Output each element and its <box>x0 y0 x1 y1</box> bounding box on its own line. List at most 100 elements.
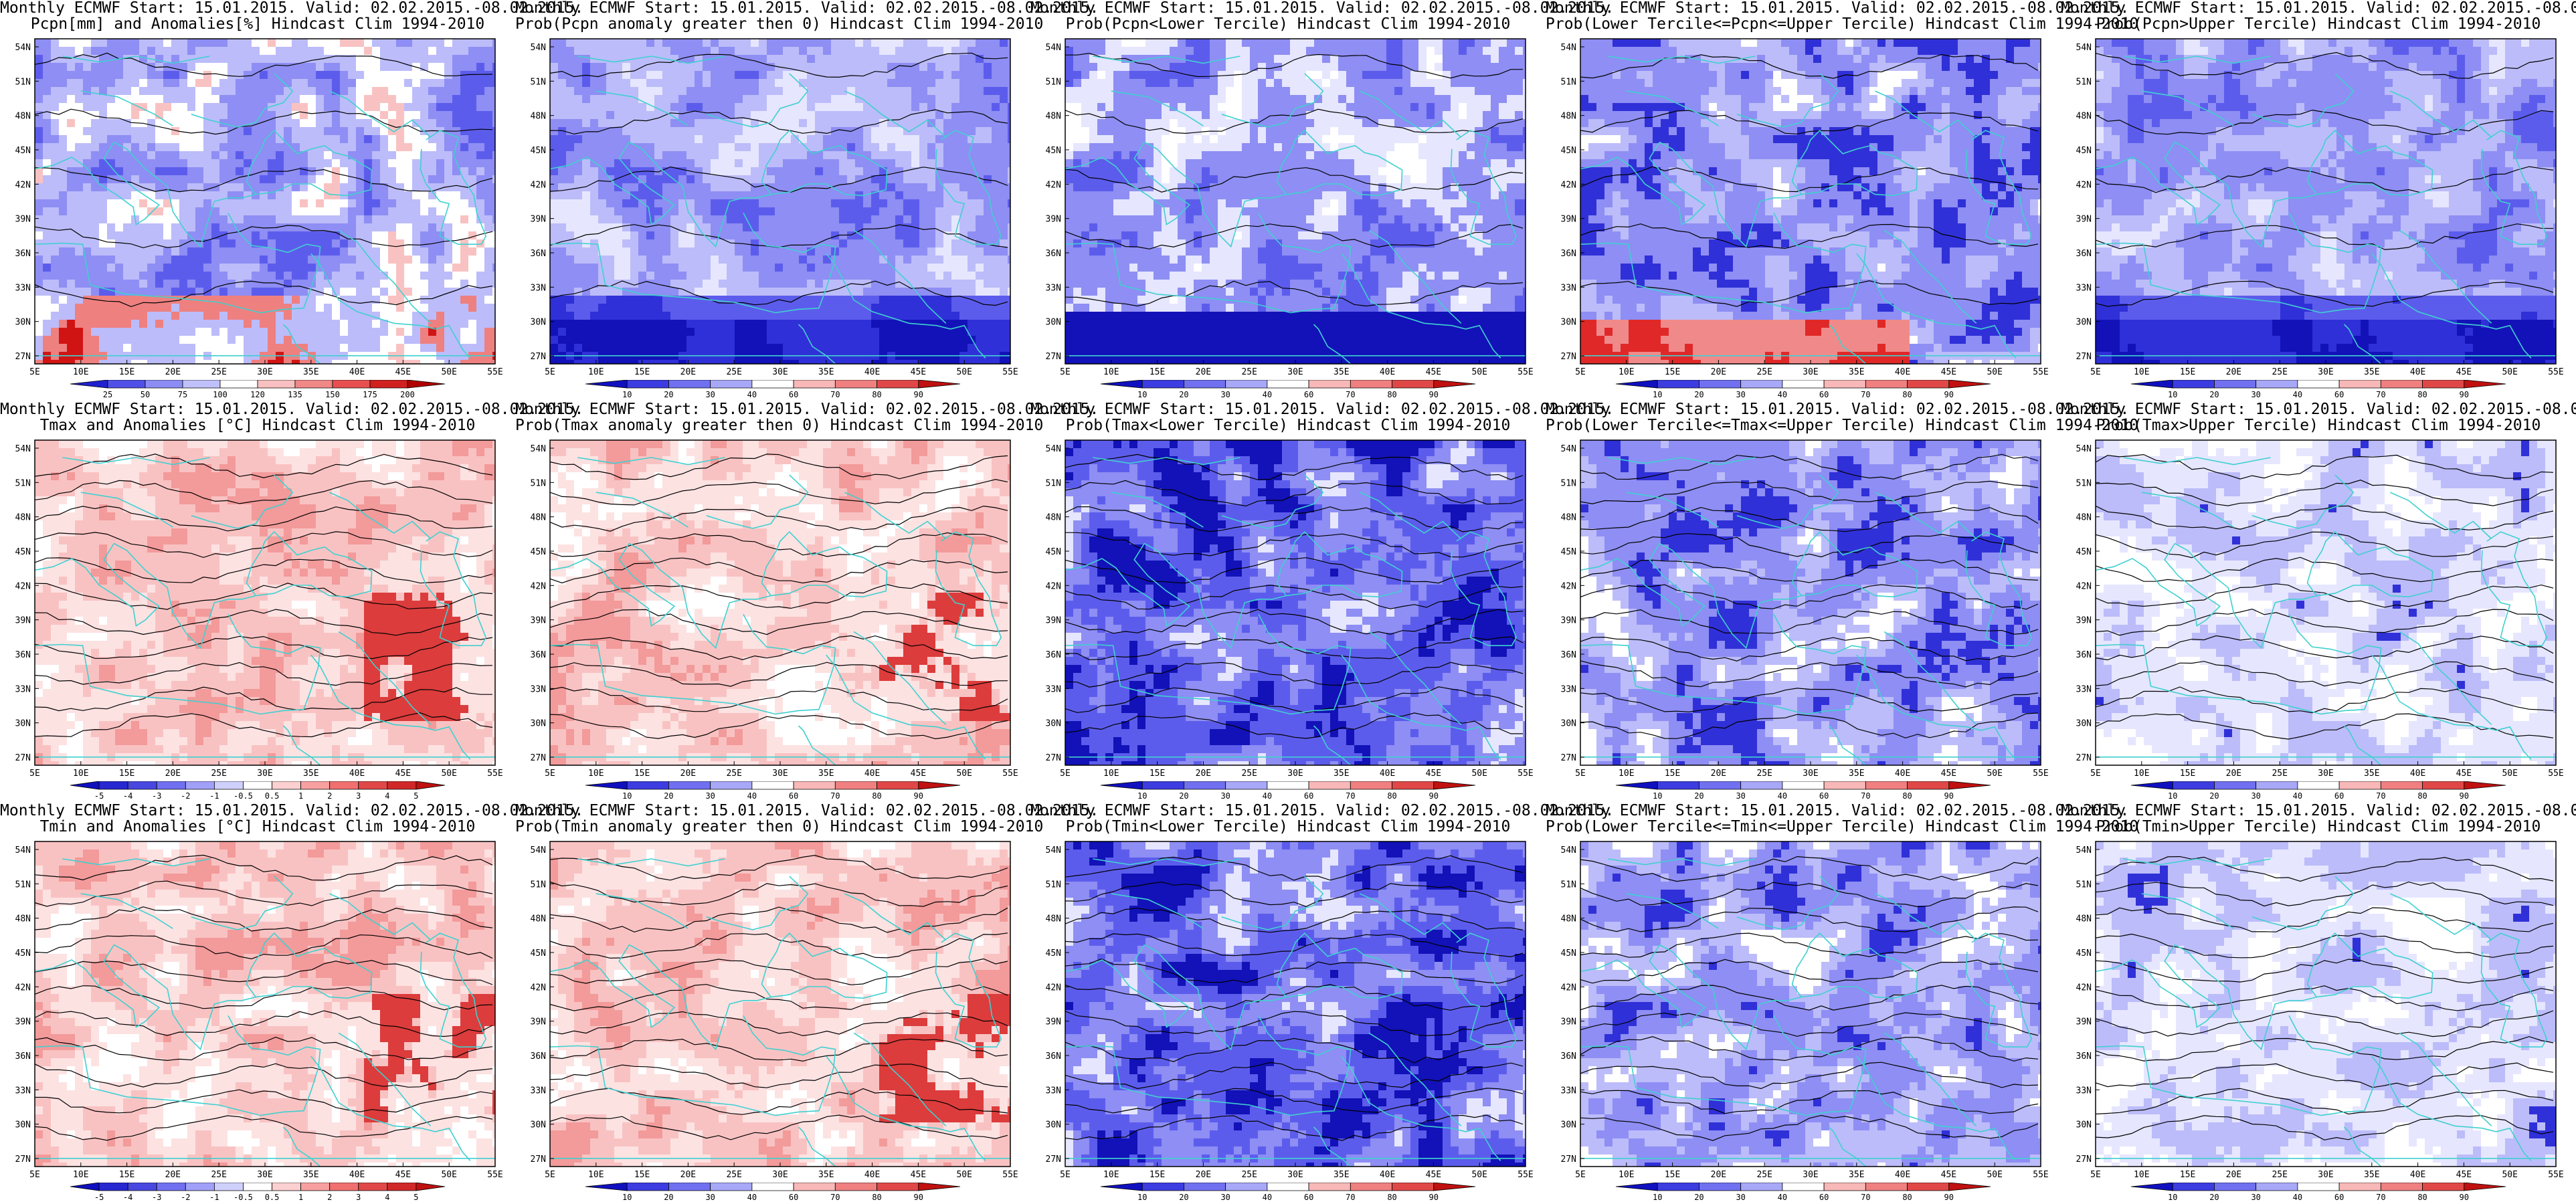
forecast-map-panel: Monthly ECMWF Start: 15.01.2015. Valid: … <box>1546 0 2138 401</box>
lat-tick-label: 45N <box>1561 146 1576 156</box>
lon-tick-label: 40E <box>2410 769 2425 779</box>
colorbar-swatch <box>2214 380 2257 389</box>
panel-title-line2: Prob(Tmax<Lower Tercile) Hindcast Clim 1… <box>1030 417 1546 433</box>
colorbar-tick-label: 40 <box>2293 1193 2302 1202</box>
lat-tick-label: 33N <box>1561 1086 1576 1096</box>
map-plot: 54N 51N 48N 45N 42N 39N 36N 33N 30N 27N 5E 10E 15E 20… <box>2076 439 2564 779</box>
lon-tick-label: 25E <box>1241 769 1257 779</box>
lat-tick-label: 27N <box>15 753 31 763</box>
panel-title-line1: Monthly ECMWF Start: 15.01.2015. Valid: … <box>1030 401 1614 417</box>
lon-tick-label: 20E <box>165 367 181 377</box>
forecast-map-panel: Monthly ECMWF Start: 15.01.2015. Valid: … <box>1030 803 1614 1204</box>
colorbar-swatch <box>358 1183 388 1191</box>
colorbar-swatch <box>877 1183 919 1191</box>
colorbar-legend: 10 20 30 40 60 70 80 90 <box>1100 781 1476 801</box>
lat-tick-label: 33N <box>531 1086 546 1096</box>
colorbar-swatch <box>918 1183 961 1191</box>
colorbar-swatch <box>1184 1183 1226 1191</box>
colorbar-swatch <box>1350 380 1392 389</box>
lon-tick-label: 15E <box>1665 367 1680 377</box>
lon-tick-label: 50E <box>1471 1170 1487 1180</box>
lon-tick-label: 50E <box>1471 367 1487 377</box>
coastlines <box>549 457 1010 766</box>
colorbar-swatch <box>1225 380 1268 389</box>
lon-tick-label: 5E <box>545 769 555 779</box>
colorbar-swatch <box>2422 380 2465 389</box>
coastlines <box>1580 457 2041 766</box>
lon-tick-label: 30E <box>772 1170 788 1180</box>
colorbar-tick-label: -3 <box>152 791 161 801</box>
anomaly-field <box>35 440 495 765</box>
anomaly-field <box>1580 440 2041 765</box>
colorbar-tick-label: 30 <box>2251 390 2260 399</box>
colorbar-swatch <box>710 1183 753 1191</box>
colorbar-swatch <box>1907 380 1950 389</box>
lon-tick-label: 45E <box>1941 1170 1956 1180</box>
lat-tick-label: 42N <box>531 180 546 190</box>
lat-tick-label: 45N <box>2076 948 2092 959</box>
colorbar-swatch <box>1392 1183 1435 1191</box>
lon-tick-label: 55E <box>1002 769 1018 779</box>
lat-tick-label: 54N <box>2076 845 2092 856</box>
lon-tick-label: 20E <box>680 367 696 377</box>
lat-tick-label: 42N <box>1046 581 1061 591</box>
coastlines <box>34 56 495 365</box>
colorbar-tick-label: 2 <box>327 1193 332 1202</box>
lat-tick-label: 39N <box>1046 1017 1061 1027</box>
lat-tick-label: 54N <box>1046 444 1061 454</box>
colorbar-tick-label: 30 <box>1736 390 1745 399</box>
panel-title-line1: Monthly ECMWF Start: 15.01.2015. Valid: … <box>2061 803 2576 819</box>
colorbar-tick-label: -2 <box>181 791 190 801</box>
lon-tick-label: 20E <box>2226 367 2241 377</box>
lon-tick-label: 5E <box>1060 769 1071 779</box>
lat-tick-label: 48N <box>1561 513 1576 523</box>
lon-tick-label: 10E <box>73 367 88 377</box>
lon-tick-label: 40E <box>864 769 880 779</box>
lat-tick-label: 54N <box>15 444 31 454</box>
colorbar-swatch <box>918 781 961 790</box>
colorbar-tick-label: 30 <box>1220 791 1230 801</box>
lon-tick-label: 40E <box>1895 1170 1910 1180</box>
panel-title-line1: Monthly ECMWF Start: 15.01.2015. Valid: … <box>1546 0 2129 16</box>
colorbar-tick-label: 60 <box>2334 390 2344 399</box>
lat-tick-label: 33N <box>1046 1086 1061 1096</box>
lon-tick-label: 20E <box>1196 367 1211 377</box>
lon-tick-label: 40E <box>1380 1170 1395 1180</box>
colorbar-swatch <box>751 1183 794 1191</box>
colorbar-swatch <box>1699 380 1742 389</box>
colorbar-tick-label: 90 <box>1944 1193 1954 1202</box>
colorbar-tick-label: 80 <box>1902 390 1912 399</box>
anomaly-field <box>1580 841 2041 1167</box>
colorbar-tick-label: 80 <box>1902 1193 1912 1202</box>
colorbar-tick-label: 10 <box>1137 390 1147 399</box>
lon-tick-label: 5E <box>1060 1170 1071 1180</box>
lat-tick-label: 42N <box>531 983 546 993</box>
lon-tick-label: 45E <box>1426 1170 1441 1180</box>
lon-tick-label: 50E <box>441 1170 456 1180</box>
colorbar-swatch <box>668 781 711 790</box>
colorbar-swatch <box>2130 380 2173 389</box>
lat-tick-label: 30N <box>1046 1120 1061 1130</box>
forecast-map-panel: Monthly ECMWF Start: 15.01.2015. Valid: … <box>515 401 1099 803</box>
lon-tick-label: 10E <box>588 367 604 377</box>
colorbar-swatch <box>272 1183 302 1191</box>
colorbar-swatch <box>793 781 836 790</box>
anomaly-field <box>35 39 495 364</box>
colorbar-swatch <box>1782 781 1825 790</box>
lon-tick-label: 55E <box>1002 1170 1018 1180</box>
lat-tick-label: 36N <box>2076 1051 2092 1062</box>
anomaly-field <box>1580 39 2041 364</box>
colorbar-tick-label: 20 <box>1694 390 1704 399</box>
colorbar-tick-label: 20 <box>664 1193 673 1202</box>
lat-tick-label: 36N <box>1561 1051 1576 1062</box>
lat-tick-label: 51N <box>1046 880 1061 890</box>
colorbar-swatch <box>219 380 258 389</box>
lon-tick-label: 50E <box>956 367 972 377</box>
colorbar-swatch <box>793 1183 836 1191</box>
colorbar-tick-label: 40 <box>1778 791 1787 801</box>
panel-title-line2: Tmax and Anomalies [°C] Hindcast Clim 19… <box>0 417 515 433</box>
lat-tick-label: 27N <box>531 352 546 362</box>
colorbar-tick-label: 70 <box>1861 1193 1870 1202</box>
colorbar-tick-label: 60 <box>789 390 798 399</box>
lon-tick-label: 15E <box>1149 769 1165 779</box>
